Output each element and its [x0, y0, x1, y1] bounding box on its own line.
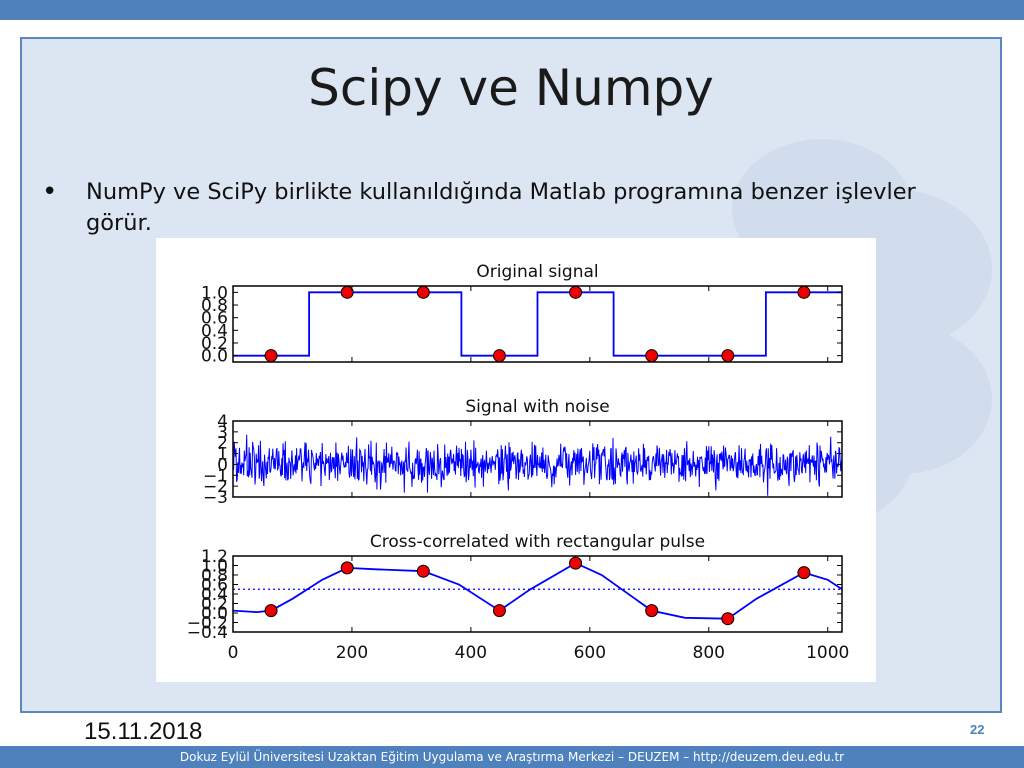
x-tick-label: 600: [574, 643, 606, 663]
y-tick-label: 1.2: [201, 547, 228, 567]
y-tick-label: 0.0: [201, 604, 228, 624]
y-tick-label: 0.8: [201, 296, 228, 316]
data-point: [569, 556, 583, 570]
data-point: [721, 349, 735, 363]
y-tick-label: 0: [217, 455, 228, 475]
y-tick-label: 0.4: [201, 321, 228, 341]
y-tick-label: −2: [203, 477, 228, 497]
chart-title: Cross-correlated with rectangular pulse: [370, 532, 705, 552]
top-accent-bar: [0, 0, 1024, 20]
y-tick-label: −0.4: [187, 623, 228, 643]
y-tick-label: 0.4: [201, 585, 228, 605]
bullet-text: NumPy ve SciPy birlikte kullanıldığında …: [86, 179, 916, 236]
page-number: 22: [970, 722, 985, 737]
y-tick-label: 1: [217, 445, 228, 465]
footer-bar: Dokuz Eylül Üniversitesi Uzaktan Eğitim …: [0, 746, 1024, 768]
data-point: [340, 285, 354, 299]
data-point: [264, 604, 278, 618]
data-point: [492, 604, 506, 618]
signal-charts: Original signal1.00.80.60.40.20.0Signal …: [187, 262, 850, 663]
y-tick-label: 1.0: [201, 557, 228, 577]
slide-date: 15.11.2018: [84, 718, 203, 745]
data-point: [340, 561, 354, 575]
y-tick-label: 0.6: [201, 576, 228, 596]
bullet-dot-icon: •: [42, 177, 58, 207]
y-tick-label: 0.6: [201, 309, 228, 329]
y-tick-label: 0.0: [201, 347, 228, 367]
axes-frame: [232, 555, 843, 633]
x-tick-label: 0: [228, 643, 239, 663]
chart-title: Signal with noise: [465, 397, 609, 417]
x-tick-label: 1000: [806, 643, 849, 663]
x-tick-label: 800: [693, 643, 725, 663]
slide-title: Scipy ve Numpy: [308, 59, 714, 117]
data-point: [645, 349, 659, 363]
data-point: [569, 285, 583, 299]
series-line: [232, 562, 843, 620]
chart-panel: Original signal 1.0 0.8 0.6 0.4 0.2 0.0 Signal …: [156, 238, 876, 682]
noise-line: [232, 434, 842, 496]
y-tick-label: 3: [217, 423, 228, 443]
series-line: [233, 291, 842, 357]
y-tick-label: −0.2: [187, 614, 228, 634]
y-tick-label: 0.2: [201, 334, 228, 354]
y-tick-label: −1: [203, 466, 228, 486]
y-tick-label: 0.8: [201, 566, 228, 586]
y-tick-label: 0.2: [201, 595, 228, 615]
data-point: [721, 612, 735, 626]
y-tick-label: 2: [217, 434, 228, 454]
x-tick-label: 400: [455, 643, 487, 663]
axes-frame: [232, 285, 843, 363]
data-point: [416, 285, 430, 299]
data-point: [797, 566, 811, 580]
data-point: [264, 349, 278, 363]
y-tick-label: −3: [203, 488, 228, 508]
data-point: [416, 564, 430, 578]
y-tick-label: 1.0: [201, 283, 228, 303]
data-point: [492, 349, 506, 363]
x-tick-label: 200: [336, 643, 368, 663]
y-tick-label: 4: [217, 412, 228, 432]
data-point: [645, 604, 659, 618]
data-point: [797, 285, 811, 299]
chart-title: Original signal: [476, 262, 598, 282]
axes-frame: [232, 420, 843, 498]
